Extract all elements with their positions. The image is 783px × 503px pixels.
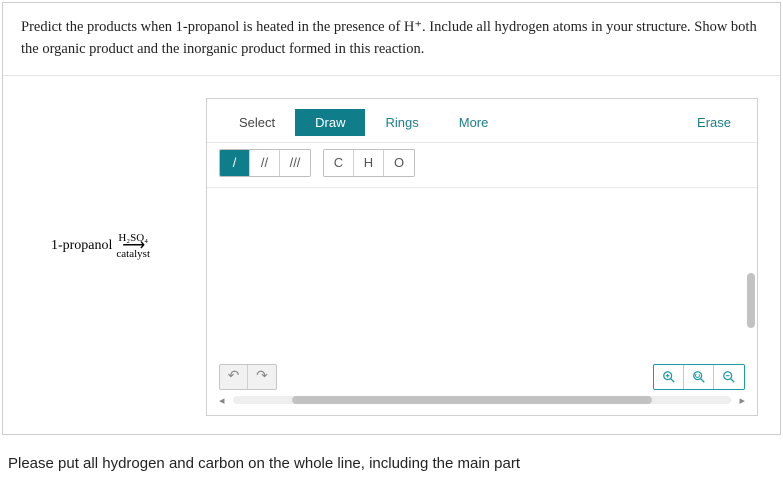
zoom-out-button[interactable] — [714, 365, 744, 389]
vertical-scrollbar[interactable] — [747, 218, 755, 318]
erase-button[interactable]: Erase — [683, 109, 745, 136]
bond-double-button[interactable]: // — [250, 150, 280, 176]
tab-more[interactable]: More — [439, 109, 509, 136]
atom-h-button[interactable]: H — [354, 150, 384, 176]
question-text: Predict the products when 1-propanol is … — [3, 3, 780, 76]
footnote-text: Please put all hydrogen and carbon on th… — [0, 437, 783, 472]
scroll-right-icon[interactable]: ▸ — [739, 394, 745, 407]
vertical-scrollbar-thumb[interactable] — [747, 273, 755, 328]
atom-o-button[interactable]: O — [384, 150, 414, 176]
reaction-row: 1-propanol H₂SO₄ ⟶ catalyst — [51, 232, 150, 260]
question-card: Predict the products when 1-propanol is … — [2, 2, 781, 435]
atom-c-button[interactable]: C — [324, 150, 354, 176]
bond-group: / // /// — [219, 149, 311, 177]
zoom-group — [653, 364, 745, 390]
work-area: 1-propanol H₂SO₄ ⟶ catalyst Select Draw … — [3, 76, 780, 434]
zoom-in-icon — [662, 370, 676, 384]
bond-triple-button[interactable]: /// — [280, 150, 310, 176]
zoom-out-icon — [722, 370, 736, 384]
tab-rings[interactable]: Rings — [365, 109, 438, 136]
scroll-left-icon[interactable]: ◂ — [219, 394, 225, 407]
tab-select[interactable]: Select — [219, 109, 295, 136]
zoom-in-button[interactable] — [654, 365, 684, 389]
horizontal-scrollbar[interactable]: ◂ ▸ — [207, 392, 757, 415]
drawing-canvas[interactable] — [207, 188, 757, 358]
arrow-conditions-bottom: catalyst — [116, 248, 150, 260]
undo-redo-group: ↶ ↷ — [219, 364, 277, 390]
atom-group: C H O — [323, 149, 415, 177]
mode-toolbar: Select Draw Rings More Erase — [207, 99, 757, 143]
horizontal-scrollbar-thumb[interactable] — [292, 396, 651, 404]
bottom-toolbar: ↶ ↷ — [207, 358, 757, 392]
bond-single-button[interactable]: / — [220, 150, 250, 176]
reactant-label: 1-propanol — [51, 238, 112, 254]
reaction-arrow: H₂SO₄ ⟶ catalyst — [116, 232, 150, 260]
redo-button[interactable]: ↷ — [248, 365, 276, 389]
reaction-scheme: 1-propanol H₂SO₄ ⟶ catalyst — [3, 76, 198, 416]
zoom-reset-button[interactable] — [684, 365, 714, 389]
structure-editor: Select Draw Rings More Erase / // /// C … — [206, 98, 758, 416]
undo-button[interactable]: ↶ — [220, 365, 248, 389]
draw-toolbar: / // /// C H O — [207, 143, 757, 188]
tab-draw[interactable]: Draw — [295, 109, 365, 136]
horizontal-scrollbar-track[interactable] — [233, 396, 732, 404]
zoom-reset-icon — [692, 370, 706, 384]
